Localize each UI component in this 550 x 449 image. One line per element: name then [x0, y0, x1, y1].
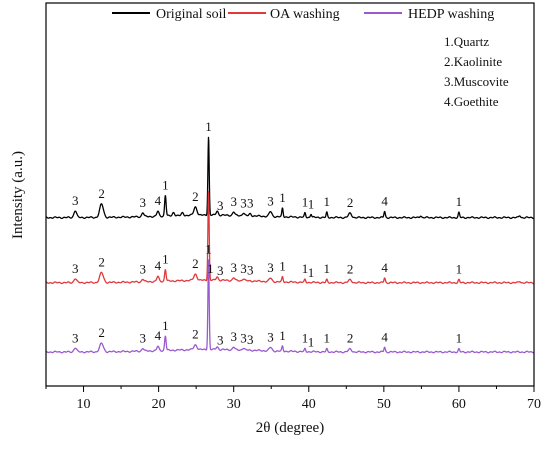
peak-label-s0-12: 1 [279, 190, 286, 205]
peak-label-s1-9: 3 [240, 261, 247, 276]
peak-label-s0-16: 2 [347, 195, 354, 210]
peak-label-s1-7: 3 [217, 263, 224, 278]
peak-label-s2-17: 4 [381, 329, 388, 344]
peak-label-s2-18: 1 [456, 331, 463, 346]
series-line-2 [45, 259, 535, 354]
x-tick-label-0: 10 [77, 397, 91, 412]
x-tick-label-4: 50 [377, 397, 391, 412]
peak-label-s2-15: 1 [324, 330, 331, 345]
phase-key-item-muscovite: 3.Muscovite [444, 74, 509, 89]
peak-label-s0-4: 1 [162, 177, 169, 192]
phase-key: 1.Quartz 2.Kaolinite 3.Muscovite 4.Goeth… [444, 34, 509, 109]
peak-label-s0-5: 2 [192, 189, 199, 204]
peak-label-s1-8: 3 [230, 260, 237, 275]
peak-label-s2-8: 3 [230, 329, 237, 344]
peak-label-s1-10: 3 [247, 263, 254, 278]
peak-label-s2-7: 3 [217, 332, 224, 347]
peak-label-s0-15: 1 [324, 194, 331, 209]
peak-label-s2-12: 1 [279, 328, 286, 343]
peak-label-s0-1: 2 [98, 186, 105, 201]
peak-label-s1-17: 4 [381, 260, 388, 275]
peak-label-s2-13: 1 [302, 330, 309, 345]
phase-key-item-goethite: 4.Goethite [444, 94, 499, 109]
peak-label-s0-14: 1 [308, 196, 315, 211]
legend-label-2: HEDP washing [408, 7, 494, 22]
peak-label-s1-3: 4 [155, 258, 162, 273]
legend-label-0: Original soil [156, 7, 226, 22]
peak-label-s0-17: 4 [381, 194, 388, 209]
peak-label-s1-0: 3 [72, 261, 79, 276]
peak-label-s1-13: 1 [302, 261, 309, 276]
peak-label-s2-14: 1 [308, 334, 315, 349]
peak-label-s2-5: 2 [192, 327, 199, 342]
plot-frame [45, 2, 535, 387]
x-tick-label-2: 30 [227, 397, 241, 412]
peak-label-s0-3: 4 [155, 193, 162, 208]
peak-label-s1-14: 1 [308, 265, 315, 280]
peak-label-s2-9: 3 [240, 331, 247, 346]
peak-label-s1-18: 1 [456, 261, 463, 276]
peak-label-s0-2: 3 [140, 195, 147, 210]
peak-label-s0-10: 3 [247, 195, 254, 210]
peak-label-s1-1: 2 [98, 254, 105, 269]
peak-label-s0-7: 3 [217, 198, 224, 213]
peak-label-s0-6: 1 [205, 119, 212, 134]
peak-label-s2-16: 2 [347, 331, 354, 346]
peak-label-s1-16: 2 [347, 261, 354, 276]
peak-label-s1-6: 1 [207, 261, 214, 276]
y-axis-label: Intensity (a.u.) [10, 151, 26, 239]
peak-label-s0-8: 3 [230, 194, 237, 209]
peak-label-s2-3: 4 [155, 328, 162, 343]
peak-label-s2-4: 1 [162, 318, 169, 333]
series-line-0 [45, 136, 535, 220]
x-tick-label-6: 70 [527, 397, 541, 412]
x-tick-label-1: 20 [152, 397, 166, 412]
peak-label-s2-0: 3 [72, 330, 79, 345]
peak-label-s0-0: 3 [72, 193, 79, 208]
legend: Original soil OA washing HEDP washing [112, 7, 494, 22]
peak-label-s0-18: 1 [456, 194, 463, 209]
x-axis-label: 2θ (degree) [256, 420, 324, 436]
x-tick-label-5: 60 [452, 397, 466, 412]
peak-label-s0-9: 3 [240, 195, 247, 210]
peak-label-s2-11: 3 [267, 329, 274, 344]
peak-label-s2-10: 3 [247, 332, 254, 347]
peak-label-s1-5: 2 [192, 256, 199, 271]
peak-label-s1-2: 3 [140, 261, 147, 276]
peak-label-s0-13: 1 [302, 195, 309, 210]
peak-label-s0-11: 3 [267, 194, 274, 209]
legend-label-1: OA washing [270, 7, 340, 22]
phase-key-item-quartz: 1.Quartz [444, 34, 489, 49]
peak-label-s1-11: 3 [267, 260, 274, 275]
x-ticks-layer: 10 20 30 40 50 60 70 [45, 386, 541, 412]
peak-label-s2-2: 3 [140, 331, 147, 346]
peak-label-s2-1: 2 [98, 325, 105, 340]
series-line-1 [45, 190, 535, 285]
peak-label-s1-4: 1 [162, 252, 169, 267]
peak-label-s2-6: 1 [205, 241, 212, 256]
peak-label-s1-15: 1 [324, 261, 331, 276]
phase-key-item-kaolinite: 2.Kaolinite [444, 54, 502, 69]
series-layer [45, 136, 535, 354]
x-tick-label-3: 40 [302, 397, 316, 412]
peak-label-s1-12: 1 [279, 259, 286, 274]
